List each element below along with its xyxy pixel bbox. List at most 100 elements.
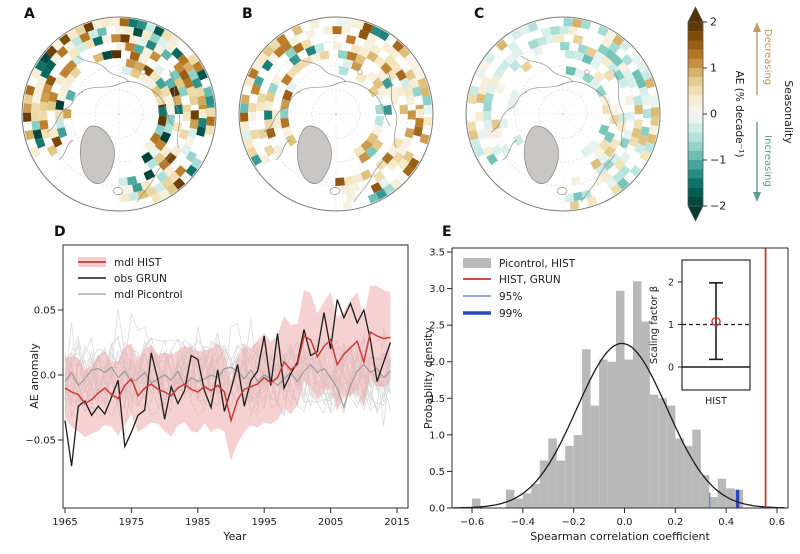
trend-cell bbox=[149, 50, 162, 63]
trend-cell bbox=[415, 108, 424, 119]
trend-cell bbox=[626, 111, 635, 122]
trend-cell bbox=[120, 34, 130, 43]
trend-cell bbox=[74, 25, 87, 36]
trend-cell bbox=[370, 182, 383, 194]
trend-cell bbox=[149, 32, 161, 44]
trend-cell bbox=[470, 138, 482, 150]
colorbar-ticks bbox=[703, 21, 707, 207]
trend-cell bbox=[264, 119, 274, 130]
trend-cell bbox=[206, 116, 215, 127]
panel-e-chart: −0.6 −0.4 −0.2 0.0 0.2 0.4 0.6 0.0 0.5 1.0 1.5 2.0 2… bbox=[422, 247, 789, 543]
trend-cell bbox=[483, 52, 496, 65]
trend-cell bbox=[127, 175, 138, 186]
tick-label: 0.05 bbox=[34, 306, 56, 317]
trend-cell bbox=[204, 125, 215, 136]
trend-cell bbox=[358, 46, 371, 58]
trend-cell bbox=[650, 116, 659, 127]
trend-cell bbox=[182, 77, 194, 89]
trend-cell bbox=[177, 85, 189, 97]
trend-cell bbox=[39, 101, 48, 112]
trend-cell bbox=[101, 34, 112, 44]
trend-cell bbox=[153, 25, 165, 37]
trend-cell bbox=[417, 77, 428, 89]
trend-cell bbox=[166, 183, 179, 196]
trend-cell bbox=[572, 34, 584, 45]
trend-cell bbox=[375, 188, 388, 200]
trend-cell bbox=[419, 133, 430, 145]
trend-cell bbox=[527, 21, 539, 33]
trend-cell bbox=[422, 95, 432, 106]
chart-shape bbox=[688, 196, 703, 207]
trend-cell bbox=[187, 68, 199, 81]
trend-cell bbox=[352, 173, 364, 184]
trend-cell bbox=[145, 77, 158, 90]
trend-cell bbox=[613, 158, 626, 171]
trend-cell bbox=[559, 26, 569, 35]
trend-cell bbox=[253, 75, 265, 87]
trend-cell bbox=[163, 123, 174, 135]
trend-cell bbox=[580, 20, 592, 30]
trend-cell bbox=[415, 117, 424, 128]
coastline bbox=[46, 91, 84, 133]
trend-cell bbox=[58, 33, 71, 46]
series-line-1 bbox=[64, 299, 392, 467]
trend-cell bbox=[397, 158, 410, 171]
trend-cell bbox=[590, 158, 603, 170]
trend-cell bbox=[589, 57, 602, 70]
trend-cell bbox=[115, 26, 125, 35]
colorbar-tick-m1: −1 bbox=[710, 154, 726, 167]
legend-hist-grun-label: HIST, GRUN bbox=[499, 274, 561, 286]
trend-cell bbox=[413, 68, 425, 81]
trend-cell bbox=[305, 45, 317, 57]
trend-cell bbox=[292, 42, 305, 54]
trend-cell bbox=[609, 138, 621, 151]
trend-cell bbox=[187, 127, 198, 139]
trend-cell bbox=[247, 67, 259, 80]
trend-cell bbox=[168, 171, 181, 184]
trend-cell bbox=[360, 139, 373, 152]
trend-cell bbox=[406, 95, 416, 106]
trend-cell bbox=[140, 179, 152, 191]
trend-cell bbox=[358, 151, 371, 164]
increasing-label: Increasing bbox=[762, 135, 773, 187]
trend-cell bbox=[271, 74, 283, 86]
trend-cell bbox=[637, 134, 648, 146]
coastlines bbox=[263, 55, 398, 203]
coastline bbox=[612, 69, 625, 149]
trend-cell bbox=[63, 108, 72, 119]
trend-cell bbox=[402, 150, 415, 163]
trend-cell bbox=[338, 50, 348, 59]
trend-cell bbox=[145, 22, 157, 33]
timeseries-lines bbox=[64, 299, 392, 467]
trend-cell bbox=[483, 111, 492, 121]
trend-cell bbox=[110, 34, 121, 43]
tick-label: 0.0 bbox=[40, 371, 56, 382]
histogram-bar bbox=[607, 361, 617, 508]
trend-cell bbox=[87, 28, 99, 40]
panel-d-legend: mdl HIST obs GRUN mdl Picontrol bbox=[78, 257, 183, 301]
trend-cell bbox=[617, 177, 630, 190]
trend-cell bbox=[540, 27, 552, 37]
trend-cell bbox=[634, 143, 645, 155]
trend-cell bbox=[545, 34, 556, 44]
trend-cell bbox=[59, 81, 71, 94]
histogram-bar bbox=[700, 475, 710, 508]
trend-cell bbox=[468, 129, 479, 141]
trend-cell bbox=[603, 131, 616, 144]
tick-label: 0.6 bbox=[769, 517, 785, 528]
greenland-landmass bbox=[297, 125, 332, 184]
coastline bbox=[168, 69, 181, 149]
trend-cell bbox=[124, 42, 136, 52]
hist-uncertainty-band bbox=[65, 285, 391, 461]
trend-cell bbox=[604, 48, 617, 61]
trend-cell bbox=[256, 101, 265, 112]
trend-cell bbox=[180, 144, 192, 156]
trend-cell bbox=[244, 76, 256, 88]
trend-cell bbox=[205, 95, 215, 106]
trend-cell bbox=[404, 53, 416, 66]
trend-cell bbox=[509, 89, 520, 101]
trend-cell bbox=[137, 53, 150, 65]
tick-label: 3.5 bbox=[429, 248, 445, 259]
trend-cell bbox=[342, 58, 354, 69]
map-panel-c bbox=[465, 16, 661, 212]
